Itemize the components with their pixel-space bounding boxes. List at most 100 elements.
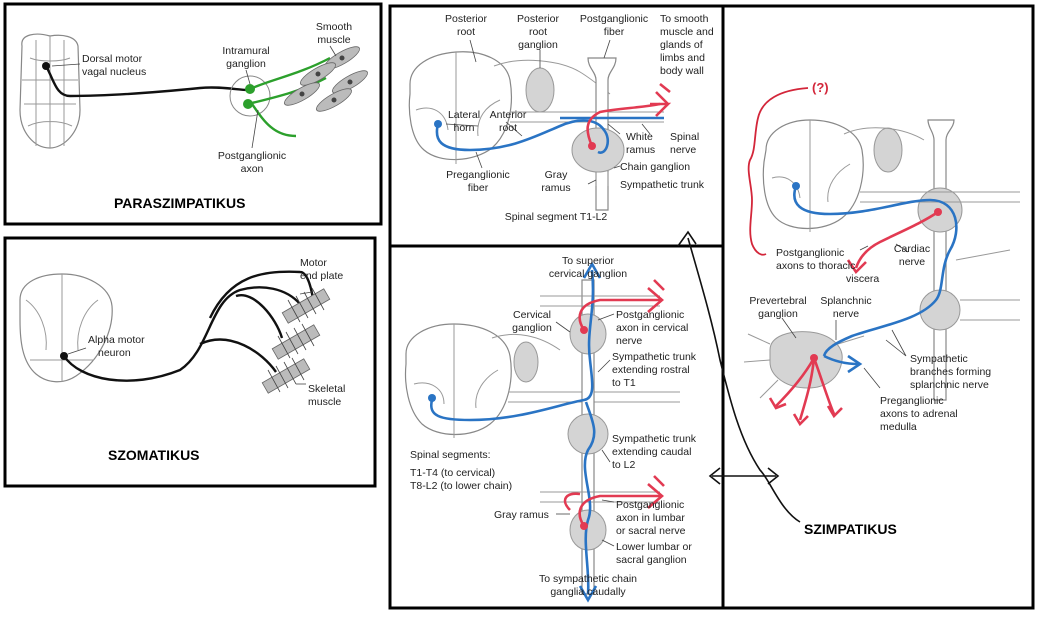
label-target-1: To smooth [660, 13, 709, 25]
segment-cord-inner [415, 52, 501, 164]
label-postg-fiber-1: Postganglionic [580, 13, 648, 25]
label-axon-line2: axon [241, 163, 264, 175]
label-gray-1: Gray [545, 169, 569, 181]
label-plate-line1: Motor [300, 257, 327, 269]
prevertebral-red-arrows [768, 397, 843, 427]
label-postg-fiber-2: fiber [604, 26, 625, 38]
label-adrenal-2: axons to adrenal [880, 408, 958, 420]
label-thoracic-1: Postganglionic [776, 247, 844, 259]
label-adrenal-1: Preganglionic [880, 395, 944, 407]
leader-muscle [329, 45, 337, 57]
trunk-upper-nerve [540, 295, 660, 307]
segment-spinal-cord [408, 51, 513, 161]
label-target-5: body wall [660, 65, 704, 77]
segment-postganglionic-fiber [586, 102, 661, 147]
skeletal-muscle-fibres [261, 287, 331, 394]
segment-gray-ramus [595, 172, 609, 186]
title-parasympathetic: PARASZIMPATIKUS [114, 195, 245, 211]
label-splanchnic-1: Splanchnic [820, 295, 871, 307]
prevertebral-red-3 [812, 357, 836, 415]
label-adrenal-3: medulla [880, 421, 917, 433]
frame-somatic [3, 236, 377, 488]
trunk-cervical-postg [578, 298, 660, 331]
label-muscle-line2: muscle [317, 34, 350, 46]
label-trunk-gray: Gray ramus [494, 509, 549, 521]
visceral-dorsal-root [843, 127, 925, 141]
trunk-lower-ganglion [569, 509, 607, 551]
label-preg-1: Preganglionic [446, 169, 510, 181]
label-prg-2: root [529, 26, 547, 38]
label-posterior-root-2: root [457, 26, 475, 38]
title-sympathetic: SZIMPATIKUS [804, 521, 897, 537]
label-spinal-1: Spinal [670, 131, 699, 143]
smooth-muscle-cells [284, 46, 368, 112]
spinal-segment-panel: Posterior root Posterior root ganglion P… [408, 13, 714, 223]
label-cervical-1: Cervical [513, 309, 551, 321]
leader-axon [251, 109, 259, 149]
handwritten-annotations: SZIMPATIKUS [677, 230, 897, 537]
visceral-blue-adrenal [823, 354, 859, 366]
label-rostral-2: extending rostral [612, 364, 690, 376]
somatic-spinal-cord [19, 273, 113, 383]
label-lumbar-axon-2: axon in lumbar [616, 512, 685, 524]
alpha-motor-branch-2 [235, 294, 284, 339]
hand-arrow-up [687, 237, 801, 523]
segment-spinal-nerve [510, 111, 664, 123]
trunk-drg [513, 341, 539, 383]
visceral-nerve-branches [955, 249, 1020, 321]
label-cardiac-2: nerve [899, 256, 925, 268]
label-prg-1: Posterior [517, 13, 560, 25]
label-skeletal-line1: Skeletal [308, 383, 345, 395]
hand-arrow-right-head [767, 467, 780, 485]
label-lower-1: Lower lumbar or [616, 541, 692, 553]
visceral-panel: (?) Postganglionic axons to thoracic vis… [743, 80, 1020, 433]
prevertebral-red-1 [775, 357, 816, 407]
label-anterior-1: Anterior [490, 109, 527, 121]
visceral-blue-adrenal-arrow [847, 354, 863, 374]
label-lateral-2: horn [453, 122, 474, 134]
trunk-mid-ganglion [567, 413, 609, 455]
label-superior-2: cervical ganglion [549, 268, 627, 280]
label-prevertebral-2: ganglion [758, 308, 798, 320]
trunk-dorsal-root [491, 333, 561, 351]
postganglionic-axon-1 [249, 56, 331, 91]
label-ganglion-line1: Intramural [222, 45, 269, 57]
leader-end-plate [299, 291, 313, 295]
label-preg-2: fiber [468, 182, 489, 194]
trunk-blue-up-arrow [582, 261, 602, 279]
somatic-panel: Motor end plate Alpha motor neuron Skele… [19, 257, 345, 463]
segment-chain-ganglion [571, 127, 625, 173]
label-chain-caudal-1: To sympathetic chain [539, 573, 637, 585]
question-mark: (?) [812, 80, 829, 95]
label-nucleus-line2: vagal nucleus [82, 66, 146, 78]
segment-posterior-root-ganglion [525, 67, 555, 113]
label-prg-3: ganglion [518, 39, 558, 51]
label-neuron-line1: Alpha motor [88, 334, 145, 346]
label-gray-2: ramus [541, 182, 570, 194]
label-symp-trunk: Sympathetic trunk [620, 179, 705, 191]
brainstem-inner-lines [22, 36, 78, 148]
label-chain-caudal-2: ganglia caudally [550, 586, 626, 598]
trunk-lateral-soma [428, 394, 436, 402]
segment-preganglionic-fiber [435, 119, 610, 154]
label-white-1: White [626, 131, 653, 143]
prevertebral-nerves [743, 333, 865, 399]
hand-arrow-left-head [708, 467, 721, 485]
label-nucleus-line1: Dorsal motor [82, 53, 143, 65]
label-thoracic-3: viscera [846, 273, 879, 285]
label-lumbar-axon-3: or sacral nerve [616, 525, 686, 537]
visceral-spinal-cord [762, 119, 864, 229]
segment-arrow-1 [650, 91, 672, 117]
alpha-motor-axon [63, 286, 301, 382]
label-neuron-line2: neuron [98, 347, 131, 359]
frame-parasympathetic [3, 2, 383, 226]
label-posterior-root-1: Posterior [445, 13, 488, 25]
parasympathetic-panel: Dorsal motor vagal nucleus Intramural ga… [19, 21, 368, 211]
visceral-drg [873, 127, 903, 173]
label-rostral-1: Sympathetic trunk [612, 351, 697, 363]
trunk-blue-down [583, 401, 596, 595]
hand-arrow-up-head [677, 230, 697, 247]
title-somatic: SZOMATIKUS [108, 447, 200, 463]
label-branches-2: branches forming [910, 366, 991, 378]
